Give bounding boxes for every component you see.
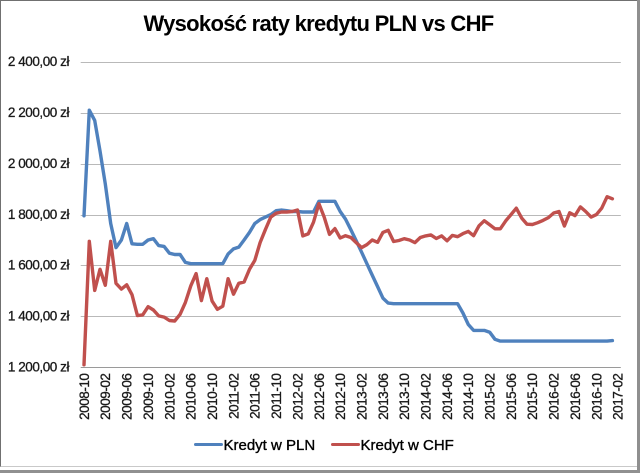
svg-text:1 600,00 zł: 1 600,00 zł [8,258,70,273]
svg-text:2014-06: 2014-06 [440,374,455,420]
svg-text:2017-02: 2017-02 [611,374,626,420]
svg-text:1 400,00 zł: 1 400,00 zł [8,309,70,324]
svg-text:2008-10: 2008-10 [77,374,92,420]
svg-text:2014-02: 2014-02 [419,374,434,420]
svg-text:2012-02: 2012-02 [290,374,305,420]
svg-text:2009-10: 2009-10 [141,374,156,420]
svg-text:2010-06: 2010-06 [184,374,199,420]
svg-text:2012-10: 2012-10 [333,374,348,420]
svg-text:2015-02: 2015-02 [483,373,498,419]
svg-text:2011-06: 2011-06 [248,374,263,419]
svg-text:1 200,00 zł: 1 200,00 zł [8,360,70,375]
svg-text:2016-06: 2016-06 [568,374,583,420]
svg-text:2015-06: 2015-06 [504,374,519,420]
svg-text:2009-06: 2009-06 [120,374,135,420]
svg-text:2010-02: 2010-02 [162,374,177,420]
svg-text:2009-02: 2009-02 [98,374,113,420]
svg-text:2013-10: 2013-10 [397,374,412,420]
svg-text:2 400,00 zł: 2 400,00 zł [8,54,70,69]
svg-text:2016-10: 2016-10 [589,374,604,420]
svg-text:2012-06: 2012-06 [312,374,327,420]
svg-text:1 800,00 zł: 1 800,00 zł [8,207,70,222]
svg-text:2 200,00 zł: 2 200,00 zł [8,105,70,120]
svg-text:2011-02: 2011-02 [226,374,241,419]
svg-text:2013-02: 2013-02 [354,374,369,420]
svg-text:2013-06: 2013-06 [376,374,391,420]
svg-text:2010-10: 2010-10 [205,374,220,420]
svg-text:2011-10: 2011-10 [269,374,284,419]
svg-text:2015-10: 2015-10 [525,374,540,420]
svg-text:2016-02: 2016-02 [547,374,562,420]
svg-text:2 000,00 zł: 2 000,00 zł [8,156,70,171]
svg-text:2014-10: 2014-10 [461,374,476,420]
